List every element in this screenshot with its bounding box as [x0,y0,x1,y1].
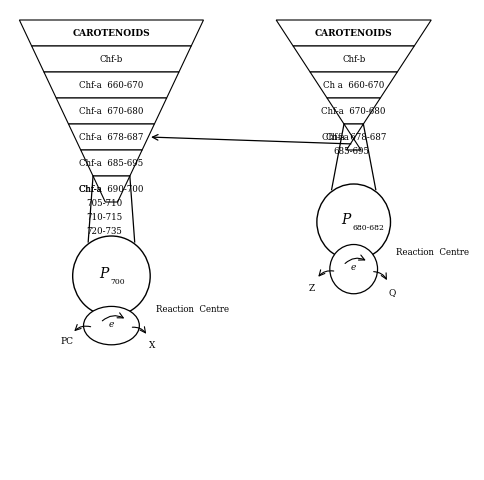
Text: Chf-a  660-670: Chf-a 660-670 [79,81,144,90]
Polygon shape [93,177,130,203]
Text: Chf-a: Chf-a [326,133,350,142]
Polygon shape [310,73,397,99]
Polygon shape [68,125,154,151]
Text: CAROTENOIDS: CAROTENOIDS [315,29,393,38]
Polygon shape [81,151,142,177]
Text: e: e [351,263,356,272]
Text: 710-715: 710-715 [86,213,122,222]
Text: 680-682: 680-682 [353,224,385,231]
Text: Chf-a  678-687: Chf-a 678-687 [79,133,144,142]
Polygon shape [44,73,179,99]
Polygon shape [56,99,166,125]
Text: X: X [149,340,155,349]
Text: CAROTENOIDS: CAROTENOIDS [73,29,150,38]
Circle shape [73,237,150,316]
Circle shape [330,245,378,294]
Text: Reaction  Centre: Reaction Centre [396,248,469,257]
Text: Q: Q [389,288,396,297]
Text: P: P [99,266,108,280]
Text: Chf-a  678-687: Chf-a 678-687 [321,133,386,142]
Text: 700: 700 [110,277,125,286]
Polygon shape [19,21,203,47]
Ellipse shape [84,307,139,345]
Polygon shape [276,21,431,47]
Text: Chf-a  670-680: Chf-a 670-680 [321,107,386,116]
Text: Chf-a  685-695: Chf-a 685-695 [79,159,144,168]
Text: Z: Z [308,283,315,292]
Text: Chf-a: Chf-a [78,185,102,193]
Text: PC: PC [60,336,73,346]
Text: Chf-a  670-680: Chf-a 670-680 [79,107,144,116]
Text: Reaction  Centre: Reaction Centre [156,304,229,313]
Polygon shape [327,99,380,125]
Text: 705-710: 705-710 [86,199,122,207]
Text: 685-695: 685-695 [333,147,369,156]
Polygon shape [344,125,363,151]
Polygon shape [31,47,191,73]
Text: Ch a  660-670: Ch a 660-670 [323,81,384,90]
Text: 720-735: 720-735 [86,227,122,236]
Circle shape [317,185,391,261]
Text: Chf-a  690-700: Chf-a 690-700 [79,185,144,194]
Text: e: e [109,320,114,328]
Text: Chf-b: Chf-b [100,55,123,64]
Polygon shape [293,47,414,73]
Text: Chf-b: Chf-b [342,55,365,64]
Text: P: P [341,213,351,227]
